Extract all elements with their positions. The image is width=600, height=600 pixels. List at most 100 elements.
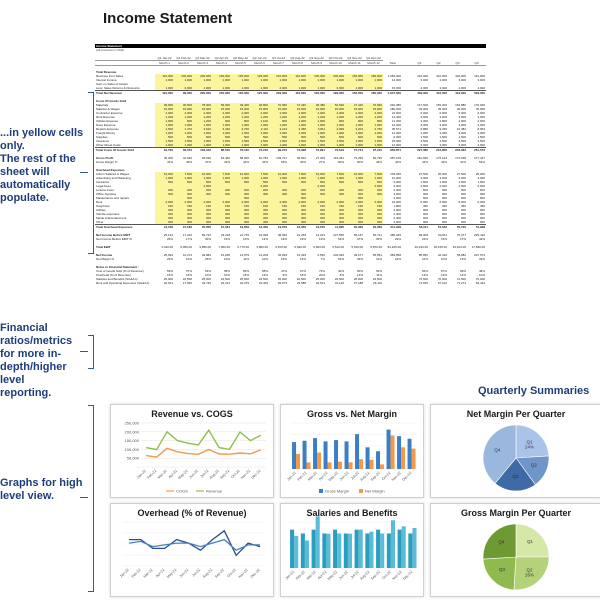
value-cell[interactable]: 33,745 — [201, 281, 211, 285]
quarter-cell[interactable]: 51,938 — [467, 224, 486, 229]
row-label[interactable]: Overhead (% of Revenue) — [96, 273, 131, 277]
value-cell[interactable]: 300 — [345, 192, 364, 196]
column-header[interactable]: Q1 Jan-22 — [155, 56, 174, 61]
quarter-cell[interactable]: 20,240.00 — [414, 245, 428, 249]
value-cell[interactable]: 3,440.00 — [161, 245, 173, 249]
value-cell[interactable]: 200 — [364, 212, 383, 216]
sheet-header-label[interactable]: Income Statement — [95, 44, 486, 48]
value-cell[interactable]: 200 — [212, 188, 231, 192]
value-cell[interactable]: 25,694 — [163, 253, 173, 257]
quarter-cell[interactable]: 70,000 — [475, 277, 485, 281]
value-cell[interactable]: 39,000 — [155, 103, 174, 107]
value-cell[interactable]: 49,884 — [201, 253, 211, 257]
quarter-cell[interactable]: 900 — [422, 192, 428, 196]
value-cell[interactable]: 52,520 — [326, 103, 345, 107]
spreadsheet[interactable]: Income Statement (All amounts in USD) Q1 J… — [95, 44, 600, 324]
value-cell[interactable]: 200,000 — [326, 74, 345, 78]
value-cell[interactable]: 1,000 — [231, 78, 250, 82]
value-cell[interactable] — [155, 196, 174, 200]
value-cell[interactable]: 55,187 — [353, 233, 363, 237]
row-label[interactable]: Total EBIT — [96, 245, 111, 249]
value-cell[interactable]: 27,188 — [353, 281, 363, 285]
value-cell[interactable]: 15,258 — [220, 253, 230, 257]
value-cell[interactable]: 15,000 — [250, 107, 269, 111]
quarter-cell[interactable]: 70,377 — [456, 233, 466, 237]
column-header[interactable]: Q2 May-22 — [231, 56, 250, 61]
value-cell[interactable]: 10,272 — [182, 253, 192, 257]
gross-net-margin-chart[interactable]: Gross vs. Net Margin Jan-22 Feb-22 Mar-22 A… — [280, 404, 424, 498]
value-cell[interactable]: 1,000 — [326, 176, 345, 180]
value-cell[interactable]: 1,000 — [155, 143, 174, 148]
total-cell[interactable]: 2,400 — [393, 188, 401, 192]
value-cell[interactable]: 1,000 — [288, 86, 307, 91]
value-cell[interactable]: 15,000 — [193, 107, 212, 111]
value-cell[interactable]: 900 — [345, 119, 364, 123]
value-cell[interactable]: 1,000 — [345, 131, 364, 135]
section-title[interactable]: Overhead Expenses — [96, 168, 125, 172]
value-cell[interactable]: 1,000 — [269, 176, 288, 180]
value-cell[interactable]: 22,479 — [239, 281, 249, 285]
value-cell[interactable] — [288, 184, 307, 188]
column-header[interactable]: Q1 Feb-22 — [174, 56, 193, 61]
quarter-cell[interactable]: 3,000 — [458, 123, 466, 127]
quarter-cell[interactable]: 2,500 — [477, 184, 485, 188]
quarter-cell[interactable]: 900 — [460, 220, 466, 224]
quarter-cell[interactable]: 1,500 — [439, 135, 447, 139]
value-cell[interactable]: 2,000 — [326, 86, 345, 91]
column-header[interactable]: Month 10 — [326, 60, 345, 66]
value-cell[interactable]: 300 — [193, 192, 212, 196]
value-cell[interactable]: 20,069 — [364, 224, 383, 229]
spacer[interactable] — [402, 147, 410, 152]
value-cell[interactable]: 41% — [166, 160, 173, 164]
value-cell[interactable]: 500 — [231, 196, 250, 200]
value-cell[interactable]: 3,440 — [212, 127, 231, 131]
column-header[interactable]: Q4 Nov-22 — [345, 56, 364, 61]
value-cell[interactable]: 15,000 — [345, 107, 364, 111]
value-cell[interactable]: 1,000 — [364, 86, 383, 91]
value-cell[interactable] — [231, 184, 250, 188]
total-cell[interactable]: 1,650,000 — [387, 74, 401, 78]
value-cell[interactable]: 13% — [261, 273, 268, 277]
quarter-cell[interactable]: 72,625 — [418, 281, 428, 285]
value-cell[interactable]: 1,000 — [288, 131, 307, 135]
value-cell[interactable]: 2,999 — [326, 127, 345, 131]
value-cell[interactable]: 30,600 — [174, 103, 193, 107]
quarter-cell[interactable]: 600 — [441, 216, 447, 220]
value-cell[interactable]: 15,329 — [296, 253, 306, 257]
quarter-cell[interactable]: 3,000 — [439, 143, 447, 147]
value-cell[interactable]: 900 — [212, 119, 231, 123]
value-cell[interactable]: 10,000 — [155, 172, 174, 176]
value-cell[interactable]: 1,000 — [307, 131, 326, 135]
value-cell[interactable]: 500 — [212, 135, 231, 139]
quarter-cell[interactable]: 246,362 — [448, 147, 467, 152]
value-cell[interactable]: 100,000 — [174, 74, 193, 78]
quarter-cell[interactable]: 450 — [422, 204, 428, 208]
value-cell[interactable]: 300 — [250, 208, 269, 212]
value-cell[interactable]: 1,000 — [231, 143, 250, 148]
value-cell[interactable] — [193, 82, 212, 86]
row-label[interactable]: License Fees — [96, 188, 114, 192]
value-cell[interactable]: 300 — [155, 220, 174, 225]
value-cell[interactable]: 1,000 — [174, 176, 193, 180]
quarter-cell[interactable]: 84,424 — [475, 281, 485, 285]
value-cell[interactable]: 37% — [356, 237, 363, 241]
value-cell[interactable]: 10,000 — [269, 172, 288, 176]
value-cell[interactable]: 500 — [174, 135, 193, 139]
quarter-cell[interactable]: 2,500 — [420, 184, 428, 188]
quarter-cell[interactable]: 1,500 — [458, 135, 466, 139]
quarter-cell[interactable]: 1,500 — [439, 180, 447, 184]
value-cell[interactable]: 800 — [174, 119, 193, 123]
quarter-cell[interactable]: 600 — [422, 212, 428, 216]
value-cell[interactable]: 200 — [174, 216, 193, 220]
total-cell[interactable]: 6,000 — [393, 135, 401, 139]
value-cell[interactable]: 200 — [193, 212, 212, 216]
value-cell[interactable]: 500 — [155, 180, 174, 184]
value-cell[interactable]: 1,200 — [193, 115, 212, 119]
total-cell[interactable]: 3,600 — [393, 220, 401, 224]
value-cell[interactable]: 6,663.00 — [313, 245, 325, 249]
value-cell[interactable]: 1,000 — [326, 123, 345, 127]
value-cell[interactable]: 200 — [288, 216, 307, 220]
value-cell[interactable]: 200 — [231, 212, 250, 216]
value-cell[interactable]: 300 — [212, 192, 231, 196]
value-cell[interactable]: 26,110 — [373, 281, 382, 285]
